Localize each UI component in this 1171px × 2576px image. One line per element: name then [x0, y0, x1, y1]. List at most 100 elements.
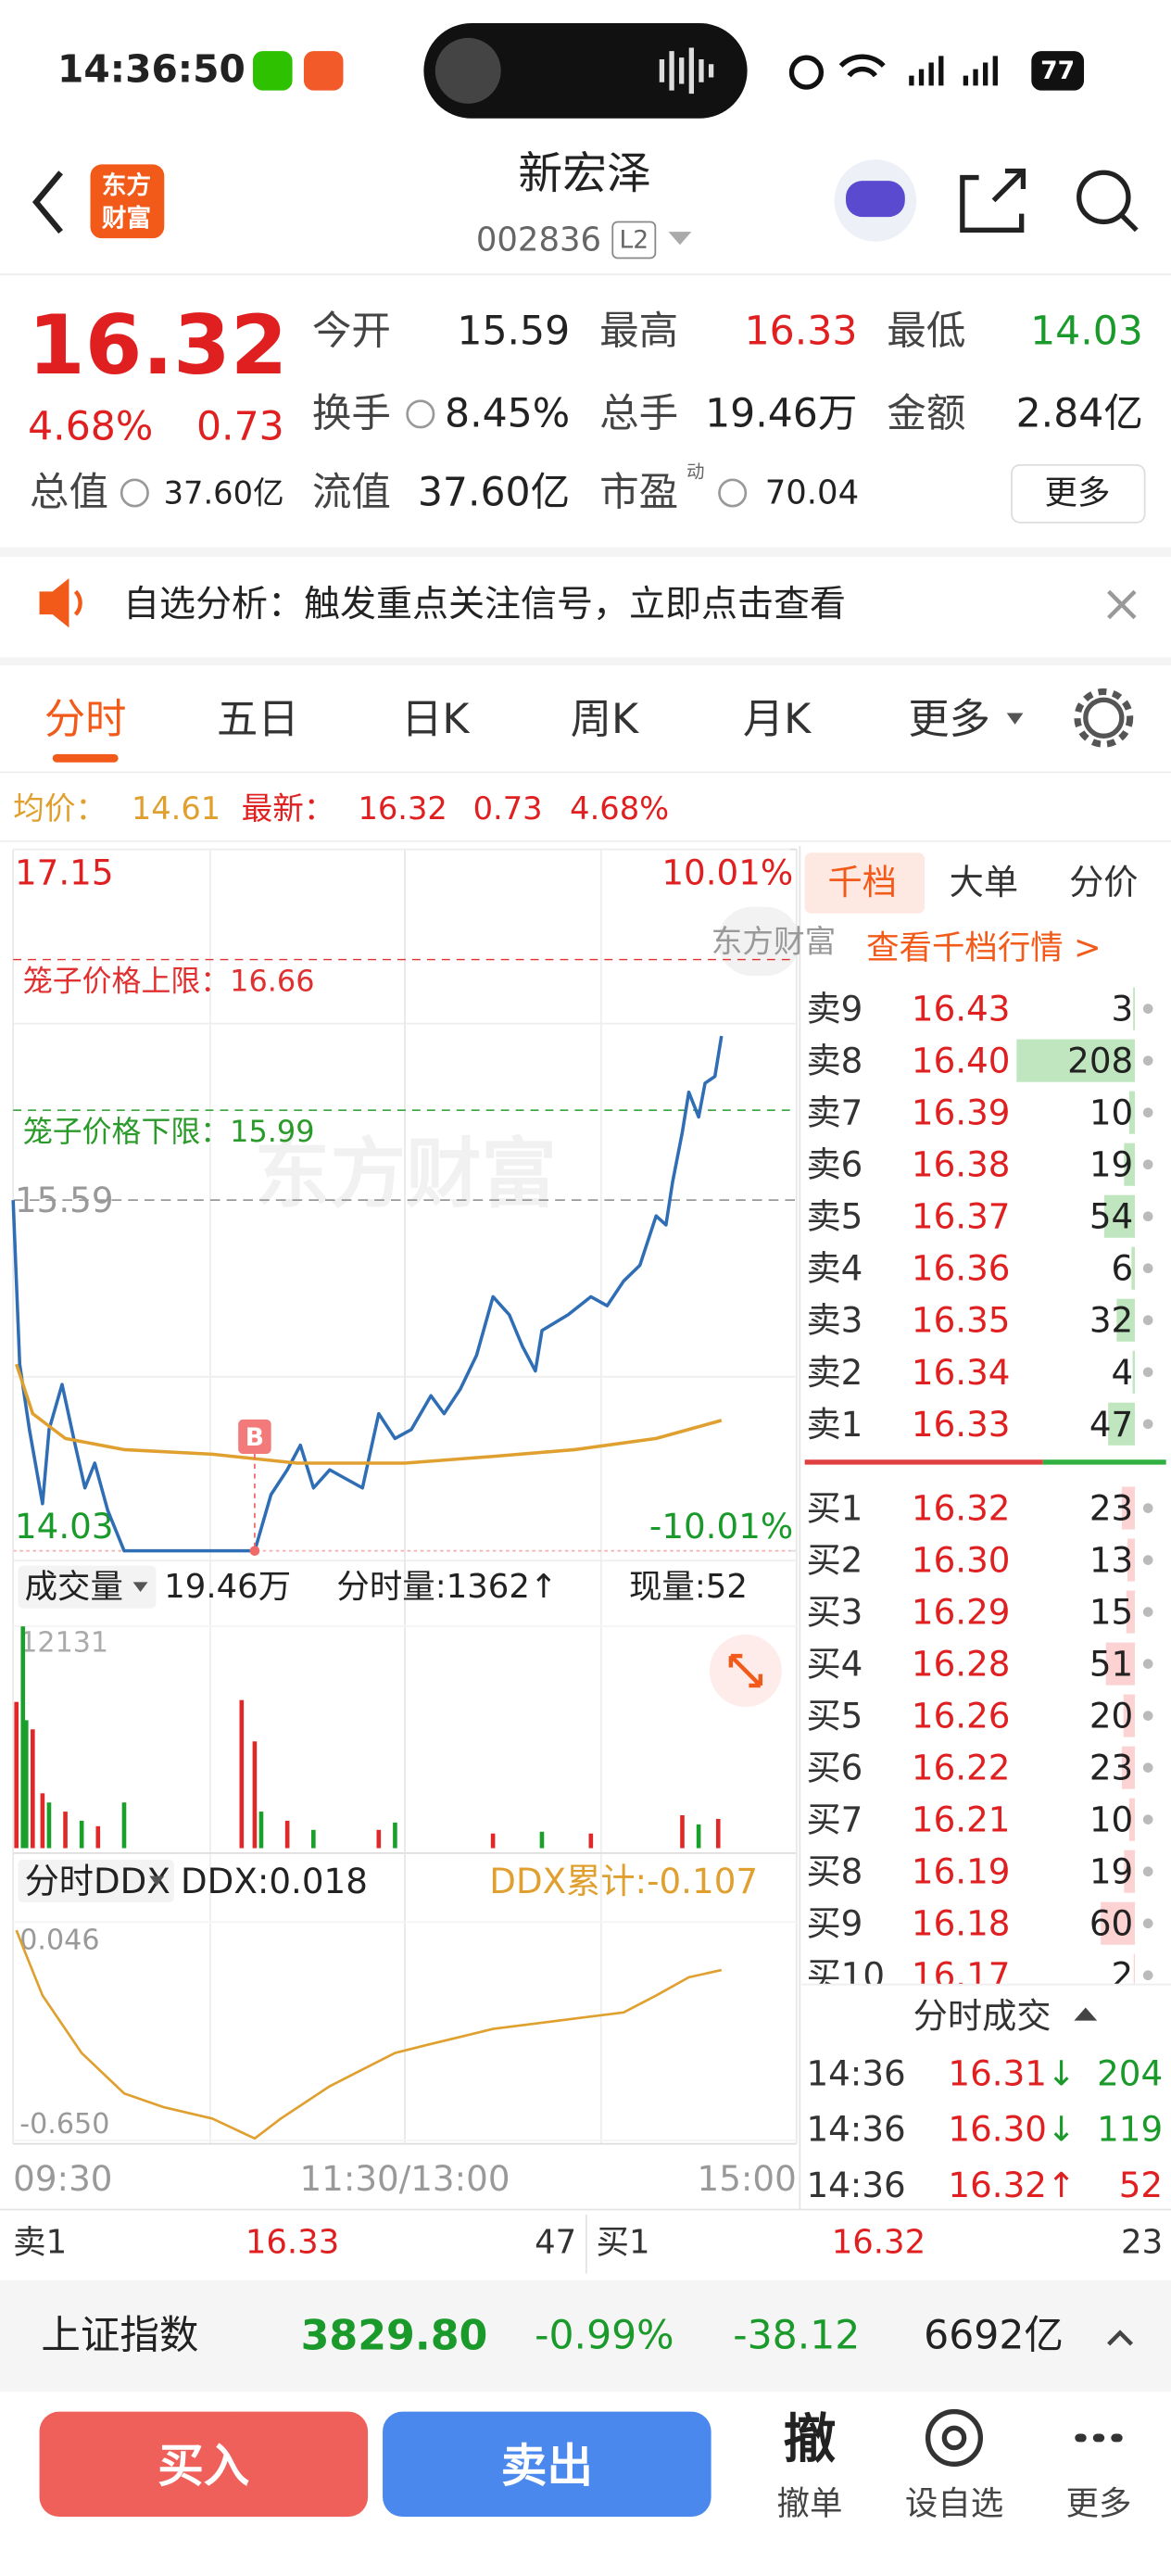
notice-text[interactable]: 自选分析：触发重点关注信号，立即点击查看	[123, 584, 846, 625]
dropdown-icon[interactable]	[668, 232, 692, 246]
best-quote: 16.32	[832, 2223, 925, 2261]
book-dot	[1142, 1367, 1153, 1378]
marker-label: B	[246, 1423, 264, 1452]
watch-icon[interactable]	[925, 2408, 984, 2467]
quote-value: 19.46万	[705, 391, 857, 436]
book-qty: 32	[1089, 1300, 1133, 1341]
book-qty: 2	[1112, 1955, 1134, 1996]
separator	[0, 547, 1171, 558]
tab[interactable]: 更多	[908, 696, 990, 743]
settings-icon[interactable]	[1083, 697, 1125, 739]
depth-bar	[1128, 1798, 1135, 1841]
best-quote: 47	[535, 2223, 576, 2261]
best-quote: 16.33	[246, 2223, 339, 2261]
trade-price-value: 16.31	[948, 2052, 1047, 2093]
book-dot	[1142, 1970, 1153, 1981]
best-quote: 买1	[597, 2223, 650, 2261]
orderbook-tab[interactable]: 分价	[1069, 862, 1138, 903]
orderbook-tab[interactable]: 大单	[950, 862, 1018, 903]
app-icon	[303, 51, 344, 91]
book-label: 卖5	[806, 1196, 863, 1237]
book-price: 16.17	[912, 1955, 1011, 1996]
volume-bar	[715, 1818, 721, 1849]
volume-bar	[23, 1720, 29, 1849]
book-price: 16.19	[912, 1851, 1011, 1892]
limit-label-value: 15.99	[230, 1114, 314, 1149]
depth-bar	[1101, 1901, 1135, 1945]
tab-underline	[52, 753, 119, 763]
book-qty: 23	[1089, 1488, 1133, 1529]
book-price: 16.43	[912, 989, 1011, 1029]
side-button-text: 东方财富	[711, 923, 837, 959]
y-tick-label: 17.15	[15, 852, 114, 892]
index-bar[interactable]	[0, 2279, 1171, 2393]
expand-chevron[interactable]	[1107, 2330, 1134, 2346]
logo	[90, 164, 165, 239]
tab[interactable]: 月K	[743, 696, 812, 743]
level-text: L2	[619, 225, 648, 254]
tab[interactable]: 周K	[571, 696, 639, 743]
book-qty: 10	[1089, 1092, 1133, 1133]
quote-label: 市盈	[599, 470, 678, 515]
info-icon	[120, 478, 149, 508]
volume-bar	[258, 1812, 264, 1849]
cancel-label[interactable]: 撤单	[777, 2484, 843, 2522]
more-button[interactable]	[1011, 463, 1146, 524]
book-qty: 47	[1089, 1404, 1133, 1445]
dropdown-box[interactable]	[18, 1859, 174, 1903]
trade-time: 14:36	[806, 2052, 905, 2093]
volume-bar	[95, 1825, 101, 1849]
depth-bar	[1128, 1091, 1135, 1134]
volume-bar	[63, 1812, 68, 1849]
book-qty: 4	[1112, 1352, 1134, 1393]
depth-bar	[1133, 987, 1135, 1030]
cancel-icon[interactable]: 撤	[784, 2409, 837, 2470]
last-price: 16.32	[28, 297, 287, 393]
limit-label: 笼子价格上限：16.66	[23, 964, 315, 999]
tab[interactable]: 分时	[44, 696, 127, 743]
y2-tick-label: 10.01%	[661, 852, 793, 892]
separator	[0, 657, 1171, 666]
back-button[interactable]	[31, 170, 63, 234]
trade-qty: 204	[1097, 2052, 1163, 2093]
book-price: 16.32	[912, 1488, 1011, 1529]
buy-button[interactable]	[39, 2411, 369, 2518]
sell-button-text[interactable]: 卖出	[501, 2439, 593, 2493]
sell-button[interactable]	[383, 2411, 711, 2518]
watch-label[interactable]: 设自选	[905, 2484, 1003, 2522]
more-button-text[interactable]: 更多	[1045, 474, 1111, 511]
volume-header: 19.46万	[164, 1568, 291, 1606]
volume-bar	[121, 1802, 127, 1849]
search-icon[interactable]	[1077, 170, 1131, 225]
trade-arrow: ↓	[1047, 2052, 1076, 2093]
info-icon	[718, 478, 748, 508]
info-text: 14.61	[132, 790, 220, 827]
level-badge	[611, 221, 657, 259]
trade-qty: 119	[1097, 2109, 1163, 2150]
stock-code: 002836	[476, 221, 601, 259]
trade-time: 14:36	[806, 2109, 905, 2150]
dropdown-box[interactable]	[18, 1565, 157, 1609]
book-label: 卖4	[806, 1248, 863, 1289]
trade-arrow: ↓	[1047, 2109, 1076, 2150]
trades-arrow	[1074, 2007, 1098, 2021]
trade-price: 16.30↓	[948, 2109, 1076, 2150]
app-icon	[253, 51, 293, 91]
buy-button-text[interactable]: 买入	[157, 2439, 249, 2493]
quote-label: 流值	[312, 470, 391, 515]
side-button[interactable]	[717, 906, 800, 977]
book-qty: 51	[1089, 1644, 1133, 1685]
search-icon-handle	[1119, 213, 1139, 233]
trade-price: 16.31↓	[948, 2052, 1076, 2093]
orderbook-tab[interactable]: 千档	[827, 862, 896, 903]
tab[interactable]: 五日	[217, 696, 299, 743]
close-icon[interactable]	[1107, 589, 1137, 620]
tab[interactable]: 日K	[401, 696, 470, 743]
ddx-header: 分时DDX	[25, 1861, 170, 1901]
share-icon[interactable]	[960, 168, 1026, 233]
x-tick-label: 09:30	[13, 2158, 112, 2199]
orderbook-link[interactable]: 查看千档行情 >	[866, 929, 1102, 967]
more-label[interactable]: 更多	[1066, 2484, 1132, 2522]
index-value: 3829.80	[301, 2313, 488, 2360]
